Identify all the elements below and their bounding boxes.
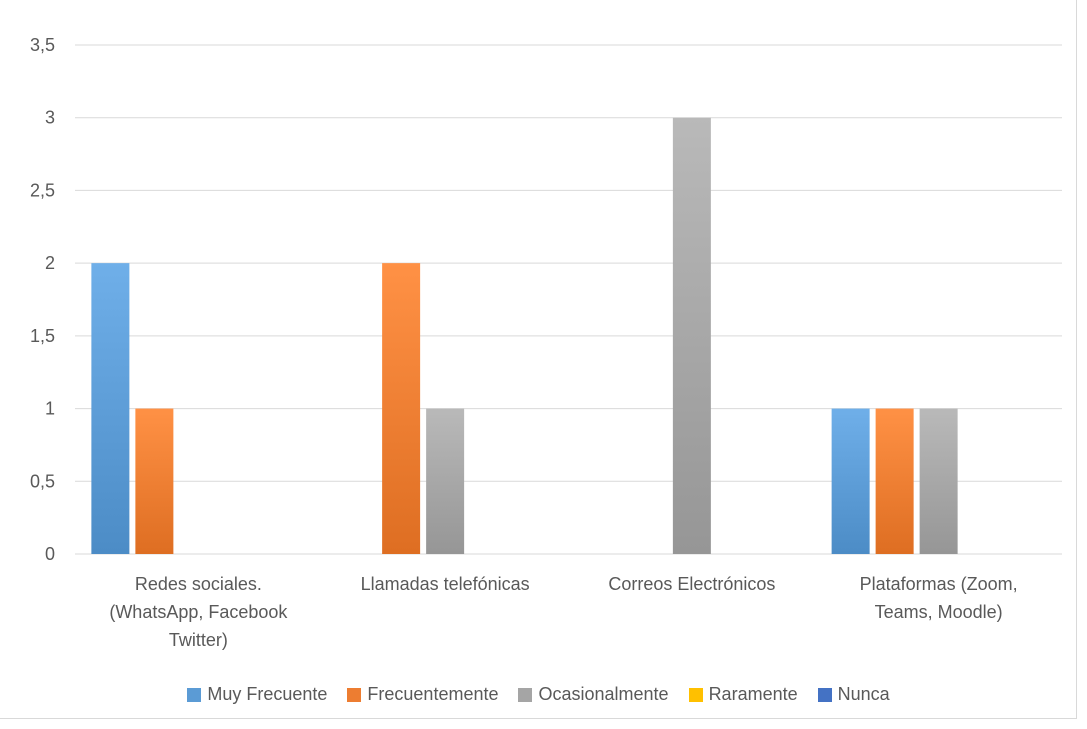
x-tick-label: Llamadas telefónicas — [361, 574, 530, 594]
y-tick-label: 2,5 — [30, 180, 55, 200]
bar — [91, 263, 129, 554]
legend-item: Ocasionalmente — [518, 684, 668, 705]
y-tick-label: 0,5 — [30, 471, 55, 491]
legend-swatch — [818, 688, 832, 702]
x-tick-label: Twitter) — [169, 630, 228, 650]
y-tick-label: 3 — [45, 108, 55, 128]
legend-item: Nunca — [818, 684, 890, 705]
chart-legend: Muy Frecuente Frecuentemente Ocasionalment… — [0, 684, 1077, 705]
bar — [876, 409, 914, 554]
y-tick-label: 1 — [45, 399, 55, 419]
legend-label: Muy Frecuente — [207, 684, 327, 705]
legend-item: Raramente — [689, 684, 798, 705]
bar — [135, 409, 173, 554]
x-tick-label: (WhatsApp, Facebook — [109, 602, 288, 622]
legend-swatch — [689, 688, 703, 702]
x-tick-label: Redes sociales. — [135, 574, 262, 594]
x-tick-label: Teams, Moodle) — [875, 602, 1003, 622]
legend-swatch — [187, 688, 201, 702]
legend-label: Frecuentemente — [367, 684, 498, 705]
legend-item: Muy Frecuente — [187, 684, 327, 705]
x-tick-label: Correos Electrónicos — [608, 574, 775, 594]
legend-label: Ocasionalmente — [538, 684, 668, 705]
y-tick-label: 3,5 — [30, 35, 55, 55]
legend-swatch — [518, 688, 532, 702]
y-tick-label: 2 — [45, 253, 55, 273]
bar — [382, 263, 420, 554]
y-tick-label: 1,5 — [30, 326, 55, 346]
legend-swatch — [347, 688, 361, 702]
bar — [673, 118, 711, 554]
bar — [832, 409, 870, 554]
legend-item: Frecuentemente — [347, 684, 498, 705]
y-tick-label: 0 — [45, 544, 55, 564]
bar — [426, 409, 464, 554]
x-tick-label: Plataformas (Zoom, — [860, 574, 1018, 594]
bar — [920, 409, 958, 554]
legend-label: Raramente — [709, 684, 798, 705]
bar-chart: 0 0,5 1 1,5 2 2,5 3 3,5 Redes sociales. (WhatsApp… — [0, 0, 1077, 719]
legend-label: Nunca — [838, 684, 890, 705]
